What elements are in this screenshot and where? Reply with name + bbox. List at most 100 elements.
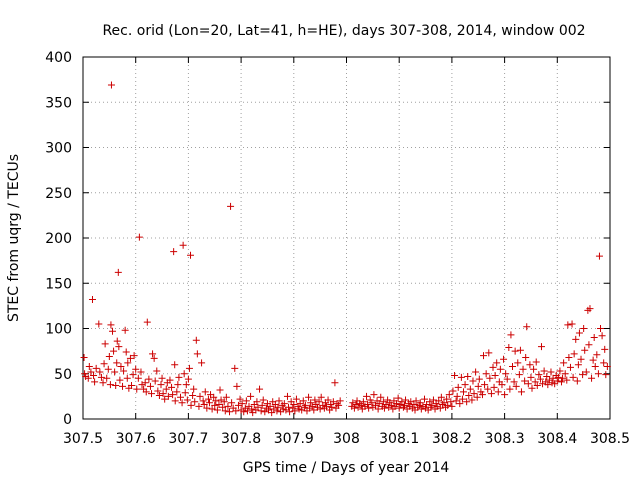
- data-point: [119, 382, 127, 390]
- data-point: [575, 329, 583, 337]
- data-point: [427, 403, 435, 411]
- data-point: [448, 402, 456, 410]
- data-point: [436, 404, 444, 412]
- data-point: [374, 405, 382, 413]
- data-point: [517, 388, 525, 396]
- data-point: [335, 401, 343, 409]
- data-point: [148, 390, 156, 398]
- data-point: [247, 392, 255, 400]
- data-point: [494, 388, 502, 396]
- y-tick-label: 50: [54, 367, 72, 383]
- data-point: [127, 382, 135, 390]
- data-point: [528, 384, 536, 392]
- data-point: [458, 395, 466, 403]
- data-point: [533, 382, 541, 390]
- data-point: [96, 368, 104, 376]
- data-point: [106, 381, 114, 389]
- data-point: [356, 400, 364, 408]
- data-point: [536, 375, 544, 383]
- data-point: [180, 370, 188, 378]
- data-point: [478, 391, 486, 399]
- data-point: [490, 383, 498, 391]
- data-point: [283, 392, 291, 400]
- data-point: [141, 379, 149, 387]
- data-point: [208, 405, 216, 413]
- data-point: [268, 409, 276, 417]
- data-point: [317, 393, 325, 401]
- data-point: [126, 354, 134, 362]
- data-point: [469, 377, 477, 385]
- data-point: [211, 401, 219, 409]
- data-point: [221, 407, 229, 415]
- data-point: [238, 400, 246, 408]
- x-tick-label: 307.7: [168, 431, 208, 447]
- data-point: [554, 373, 562, 381]
- data-point: [217, 396, 225, 404]
- data-point: [511, 347, 519, 355]
- data-point: [107, 321, 115, 329]
- data-point: [394, 394, 402, 402]
- data-point: [121, 326, 129, 334]
- y-axis-label: STEC from uqrg / TECUs: [6, 154, 22, 322]
- data-point: [115, 343, 123, 351]
- data-point: [535, 371, 543, 379]
- data-point: [414, 403, 422, 411]
- data-point: [80, 353, 88, 361]
- data-point: [254, 403, 262, 411]
- data-point: [175, 373, 183, 381]
- data-point: [598, 332, 606, 340]
- data-point: [485, 349, 493, 357]
- data-point: [248, 405, 256, 413]
- data-point: [526, 361, 534, 369]
- data-point: [514, 359, 522, 367]
- data-point: [585, 341, 593, 349]
- data-point: [261, 408, 269, 416]
- data-point: [359, 398, 367, 406]
- data-point: [420, 395, 428, 403]
- data-point: [496, 365, 504, 373]
- data-point: [363, 392, 371, 400]
- data-point: [155, 391, 163, 399]
- data-point: [315, 398, 323, 406]
- data-point: [183, 396, 191, 404]
- data-point: [580, 325, 588, 332]
- data-point: [591, 363, 599, 371]
- data-point: [87, 368, 95, 376]
- data-point: [104, 365, 112, 373]
- data-point: [135, 233, 143, 241]
- data-point: [470, 390, 478, 398]
- data-point: [285, 403, 293, 411]
- data-point: [166, 376, 174, 384]
- data-point: [130, 352, 138, 360]
- data-point: [212, 397, 220, 405]
- data-point: [349, 399, 357, 407]
- data-point: [563, 376, 571, 384]
- data-point: [92, 364, 100, 372]
- data-point: [142, 388, 150, 396]
- data-point: [602, 371, 610, 379]
- data-point: [132, 365, 140, 373]
- data-point: [120, 367, 128, 375]
- data-point: [122, 348, 130, 356]
- data-point: [105, 353, 113, 361]
- data-point: [564, 321, 572, 329]
- data-point: [258, 401, 266, 409]
- data-point: [428, 401, 436, 409]
- data-point: [451, 372, 459, 380]
- data-point: [85, 363, 93, 371]
- grid-lines: [83, 57, 610, 419]
- data-point: [114, 268, 122, 276]
- data-point: [84, 374, 92, 382]
- data-point: [456, 400, 464, 408]
- x-tick-label: 308: [333, 431, 360, 447]
- data-point: [97, 373, 105, 381]
- data-point: [151, 377, 159, 385]
- x-tick-labels: 307.5 307.6 307.7 307.8 307.9 308 308.1 308.2 30…: [63, 431, 630, 447]
- data-point: [196, 392, 204, 400]
- data-point: [603, 363, 611, 371]
- data-point: [107, 81, 115, 89]
- data-point: [601, 345, 609, 353]
- data-point: [487, 390, 495, 398]
- data-point: [570, 350, 578, 358]
